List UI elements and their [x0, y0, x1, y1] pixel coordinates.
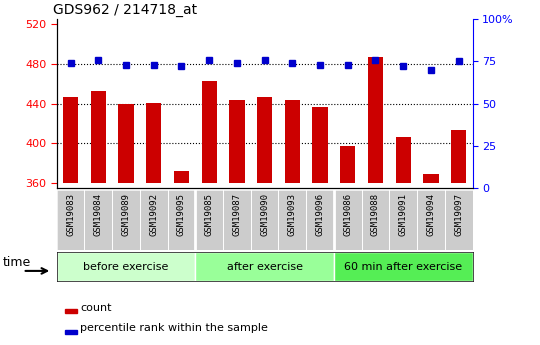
Text: percentile rank within the sample: percentile rank within the sample	[80, 323, 268, 333]
Text: GSM19084: GSM19084	[94, 193, 103, 236]
Text: GSM19085: GSM19085	[205, 193, 214, 236]
Bar	[313, 108, 328, 183]
Text: GSM19089: GSM19089	[122, 193, 131, 236]
Bar	[368, 57, 383, 183]
Bar	[65, 329, 78, 334]
Text: GSM19096: GSM19096	[315, 193, 325, 236]
Bar	[423, 174, 438, 183]
Text: GSM19091: GSM19091	[399, 193, 408, 236]
Bar	[91, 91, 106, 183]
Bar	[230, 99, 245, 183]
Bar	[195, 252, 334, 281]
Text: count: count	[80, 303, 111, 313]
Text: GSM19088: GSM19088	[371, 193, 380, 236]
Text: GSM19092: GSM19092	[149, 193, 158, 236]
Bar	[285, 99, 300, 183]
Text: GSM19090: GSM19090	[260, 193, 269, 236]
Text: GSM19093: GSM19093	[288, 193, 297, 236]
Text: GSM19083: GSM19083	[66, 193, 75, 236]
Bar	[63, 97, 78, 183]
Bar	[118, 104, 133, 183]
Bar	[340, 146, 355, 183]
Text: GSM19086: GSM19086	[343, 193, 352, 236]
Text: after exercise: after exercise	[227, 262, 302, 272]
Bar	[146, 102, 161, 183]
Text: 60 min after exercise: 60 min after exercise	[344, 262, 462, 272]
Text: GDS962 / 214718_at: GDS962 / 214718_at	[52, 2, 197, 17]
Bar	[65, 309, 78, 313]
Bar	[174, 171, 189, 183]
Bar	[334, 252, 472, 281]
Text: GSM19087: GSM19087	[232, 193, 241, 236]
Text: time: time	[3, 256, 31, 269]
Bar	[57, 252, 195, 281]
Text: GSM19095: GSM19095	[177, 193, 186, 236]
Text: GSM19097: GSM19097	[454, 193, 463, 236]
Bar	[451, 130, 466, 183]
Bar	[257, 97, 272, 183]
Bar	[201, 81, 217, 183]
Text: GSM19094: GSM19094	[427, 193, 435, 236]
Bar	[396, 137, 411, 183]
Text: before exercise: before exercise	[83, 262, 168, 272]
